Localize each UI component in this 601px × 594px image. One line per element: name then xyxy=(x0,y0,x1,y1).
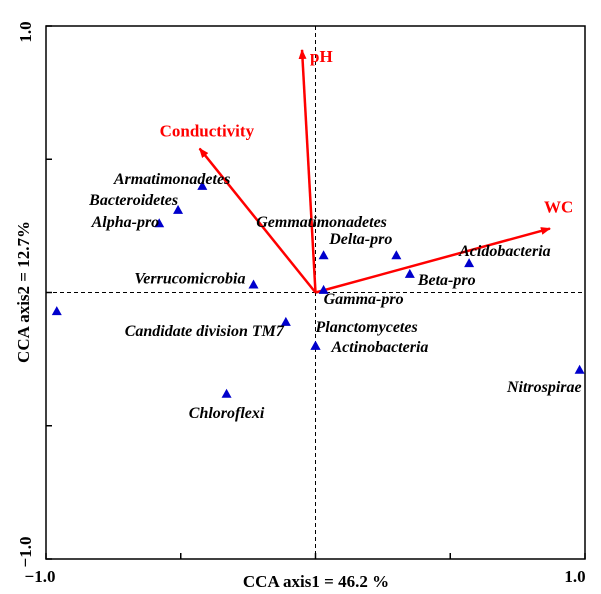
y-tick-label-min: −1.0 xyxy=(16,537,35,568)
x-axis-title: CCA axis1 = 46.2 % xyxy=(243,572,389,591)
point-label: Alpha-pro xyxy=(91,214,160,231)
x-tick-label-max: 1.0 xyxy=(564,567,585,586)
vector-arrow-conductivity xyxy=(198,147,317,294)
y-tick-label-max: 1.0 xyxy=(16,21,35,42)
data-point xyxy=(310,340,321,350)
point-label: Beta-pro xyxy=(417,272,476,289)
data-point xyxy=(574,364,585,374)
vector-arrow-wc xyxy=(315,227,551,294)
data-point xyxy=(280,316,291,326)
data-point xyxy=(391,250,402,260)
point-label: Acidobacteria xyxy=(458,243,551,260)
point-label: Gamma-pro xyxy=(324,291,404,308)
vector-layer xyxy=(198,48,551,294)
x-tick-label-min: −1.0 xyxy=(25,567,56,586)
data-point xyxy=(318,250,329,260)
vector-label-wc: WC xyxy=(544,198,573,217)
point-layer xyxy=(51,180,585,398)
data-point xyxy=(248,279,259,289)
data-point xyxy=(221,388,232,398)
point-label: Chloroflexi xyxy=(189,405,265,422)
y-axis-title: CCA axis2 = 12.7% xyxy=(14,221,33,363)
data-point xyxy=(154,218,165,228)
point-label: Candidate division TM7 xyxy=(125,323,285,340)
point-label: Delta-pro xyxy=(328,231,392,248)
data-point xyxy=(404,268,415,278)
label-layer: pH Conductivity WC Armatimonadetes Bacteroid… xyxy=(88,47,581,422)
data-point xyxy=(51,306,62,316)
data-point xyxy=(464,258,475,268)
vector-label-conductivity: Conductivity xyxy=(160,122,255,141)
vector-arrow-ph xyxy=(298,48,317,293)
point-label: Nitrospirae xyxy=(506,379,582,396)
data-point xyxy=(173,204,184,214)
point-label: Bacteroidetes xyxy=(88,192,178,209)
point-label: Verrucomicrobia xyxy=(134,271,245,288)
point-label: Gemmatimonadetes xyxy=(256,214,387,231)
point-label: Actinobacteria xyxy=(331,339,429,356)
point-label: Planctomycetes xyxy=(315,319,418,336)
point-label: Armatimonadetes xyxy=(113,171,230,188)
axis-ticks xyxy=(45,25,586,560)
data-point xyxy=(318,284,329,294)
data-point xyxy=(197,180,208,190)
vector-label-ph: pH xyxy=(310,47,333,66)
